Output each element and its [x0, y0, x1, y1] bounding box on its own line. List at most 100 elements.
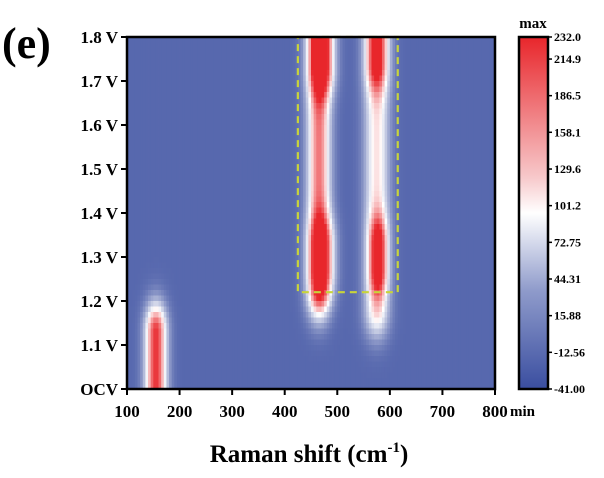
heatmap-cell [263, 86, 267, 93]
heatmap-cell [442, 70, 446, 76]
heatmap-cell [226, 196, 230, 203]
heatmap-cell [211, 163, 215, 170]
heatmap-cell [224, 81, 228, 87]
heatmap-cell [374, 163, 378, 170]
heatmap-cell [479, 103, 483, 109]
heatmap-cell [379, 180, 383, 186]
heatmap-cell [127, 125, 131, 131]
heatmap-cell [163, 37, 167, 43]
heatmap-cell [437, 119, 441, 126]
heatmap-cell [431, 191, 435, 197]
heatmap-cell [358, 103, 362, 109]
heatmap-cell [389, 59, 393, 65]
heatmap-cell [190, 125, 194, 131]
heatmap-cell [487, 42, 491, 49]
heatmap-cell [150, 218, 154, 225]
heatmap-cell [200, 202, 204, 208]
heatmap-cell [447, 92, 451, 98]
heatmap-cell [421, 163, 425, 170]
heatmap-cell [437, 48, 441, 54]
heatmap-cell [445, 103, 449, 109]
heatmap-cell [153, 64, 157, 71]
heatmap-cell [371, 158, 375, 164]
heatmap-cell [261, 191, 265, 197]
heatmap-cell [240, 86, 244, 93]
heatmap-cell [408, 136, 412, 142]
heatmap-cell [397, 130, 401, 137]
heatmap-cell [224, 64, 228, 71]
heatmap-cell [179, 97, 183, 104]
heatmap-cell [413, 59, 417, 65]
heatmap-cell [458, 130, 462, 137]
heatmap-cell [353, 152, 357, 159]
heatmap-cell [358, 180, 362, 186]
heatmap-cell [413, 180, 417, 186]
heatmap-cell [279, 152, 283, 159]
heatmap-cell [169, 185, 173, 192]
heatmap-cell [389, 136, 393, 142]
heatmap-cell [345, 48, 349, 54]
heatmap-cell [413, 196, 417, 203]
heatmap-cell [321, 136, 325, 142]
heatmap-cell [431, 37, 435, 43]
heatmap-cell [190, 218, 194, 225]
heatmap-cell [376, 92, 380, 98]
heatmap-cell [176, 158, 180, 164]
heatmap-cell [134, 218, 138, 225]
heatmap-cell [316, 130, 320, 137]
heatmap-cell [376, 119, 380, 126]
heatmap-cell [253, 136, 257, 142]
heatmap-cell [329, 130, 333, 137]
heatmap-cell [371, 103, 375, 109]
heatmap-cell [255, 125, 259, 131]
heatmap-cell [132, 218, 136, 225]
heatmap-cell [169, 86, 173, 93]
heatmap-cell [366, 191, 370, 197]
heatmap-cell [487, 136, 491, 142]
heatmap-cell [345, 141, 349, 148]
heatmap-cell [242, 141, 246, 148]
heatmap-cell [329, 191, 333, 197]
heatmap-cell [405, 70, 409, 76]
heatmap-cell [395, 174, 399, 181]
heatmap-cell [318, 114, 322, 120]
heatmap-cell [148, 119, 152, 126]
heatmap-cell [395, 163, 399, 170]
heatmap-cell [192, 213, 196, 219]
heatmap-cell [289, 196, 293, 203]
heatmap-cell [187, 202, 191, 208]
heatmap-cell [169, 191, 173, 197]
heatmap-cell [476, 207, 480, 214]
heatmap-cell [466, 174, 470, 181]
heatmap-cell [289, 42, 293, 49]
heatmap-cell [153, 213, 157, 219]
heatmap-cell [368, 53, 372, 60]
heatmap-cell [211, 75, 215, 82]
heatmap-cell [187, 180, 191, 186]
heatmap-cell [245, 229, 249, 236]
heatmap-cell [150, 108, 154, 115]
heatmap-cell [224, 218, 228, 225]
heatmap-cell [148, 75, 152, 82]
heatmap-cell [476, 37, 480, 43]
heatmap-cell [140, 92, 144, 98]
heatmap-cell [473, 81, 477, 87]
heatmap-cell [234, 169, 238, 175]
heatmap-cell [224, 108, 228, 115]
heatmap-cell [303, 125, 307, 131]
heatmap-cell [487, 37, 491, 43]
heatmap-cell [174, 169, 178, 175]
heatmap-cell [374, 130, 378, 137]
heatmap-cell [274, 180, 278, 186]
heatmap-cell [329, 180, 333, 186]
heatmap-cell [487, 97, 491, 104]
heatmap-cell [360, 202, 364, 208]
heatmap-cell [229, 53, 233, 60]
heatmap-cell [353, 218, 357, 225]
heatmap-cell [471, 218, 475, 225]
heatmap-cell [384, 114, 388, 120]
heatmap-cell [408, 86, 412, 93]
heatmap-cell [318, 152, 322, 159]
heatmap-cell [140, 59, 144, 65]
heatmap-cell [266, 48, 270, 54]
